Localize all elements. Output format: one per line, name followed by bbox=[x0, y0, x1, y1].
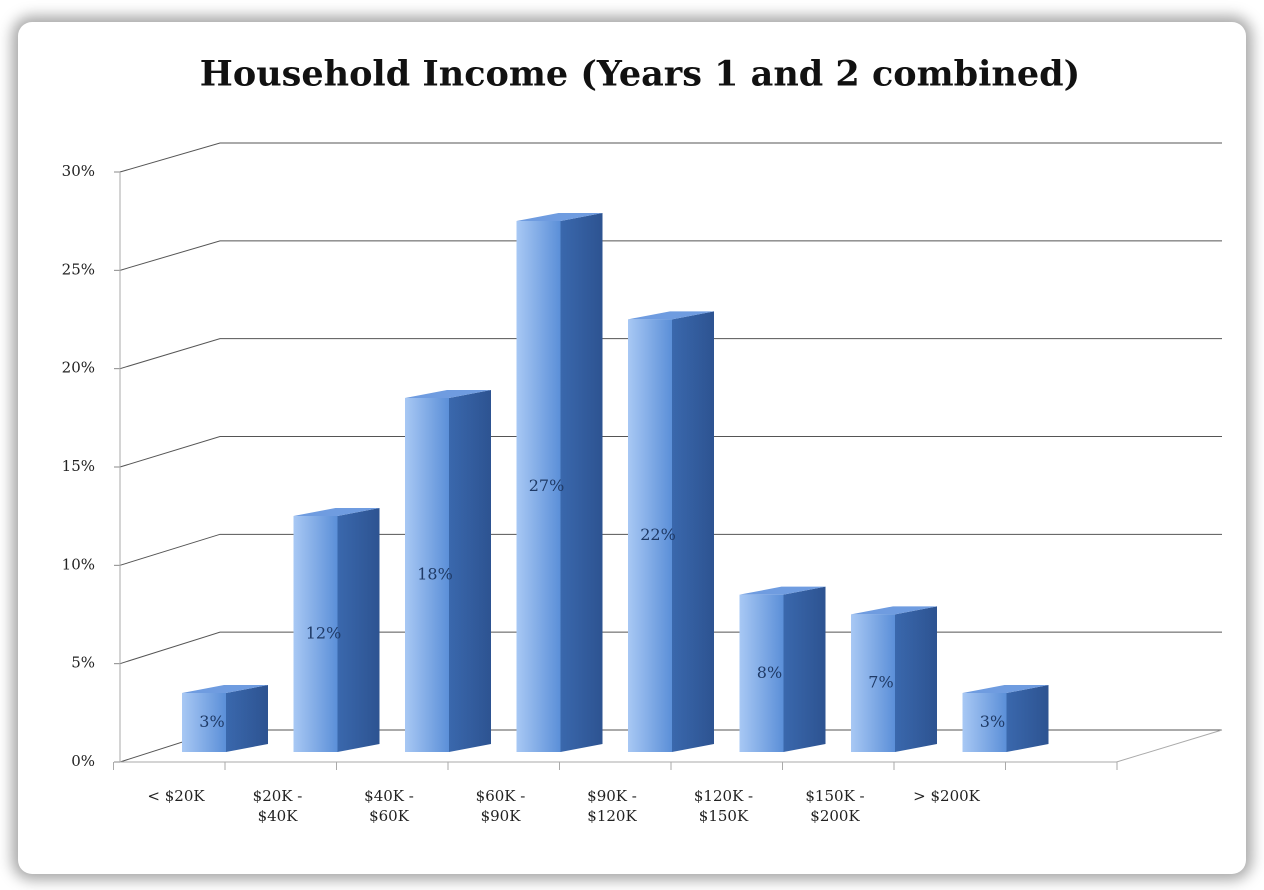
y-tick-label: 0% bbox=[71, 752, 95, 770]
bar-side bbox=[783, 586, 826, 752]
x-tick-label: $150K - $200K bbox=[805, 787, 865, 825]
grid-line bbox=[119, 436, 1222, 468]
bar-top bbox=[628, 311, 714, 320]
grid-line bbox=[119, 142, 1222, 173]
value-label: 3% bbox=[980, 712, 1005, 731]
value-label: 3% bbox=[199, 712, 224, 731]
x-tick-label: $60K - $90K bbox=[475, 787, 526, 825]
bar-side bbox=[672, 311, 714, 752]
bar-side bbox=[560, 213, 603, 752]
bar bbox=[516, 221, 561, 752]
bar-group bbox=[405, 390, 491, 752]
y-tick-label: 10% bbox=[62, 555, 95, 573]
chart-title: Household Income (Years 1 and 2 combined… bbox=[200, 54, 1080, 95]
grid-line bbox=[119, 533, 1222, 566]
grid-line bbox=[119, 240, 1222, 271]
bar bbox=[293, 516, 338, 752]
grid-line bbox=[119, 338, 1222, 370]
bar-side bbox=[449, 390, 491, 752]
bar-top bbox=[516, 213, 603, 221]
bar-side bbox=[895, 606, 937, 752]
bar-top bbox=[405, 390, 491, 398]
x-tick-label: $90K - $120K bbox=[587, 787, 637, 825]
x-tick-label: $20K - $40K bbox=[252, 787, 303, 825]
bar bbox=[628, 319, 672, 752]
x-tick-label: $120K - $150K bbox=[693, 787, 754, 825]
bar-side bbox=[337, 508, 380, 752]
x-tick-label: $40K - $60K bbox=[364, 787, 414, 825]
value-label: 8% bbox=[757, 663, 782, 682]
bar bbox=[182, 693, 226, 752]
bar bbox=[739, 594, 784, 752]
y-tick-label: 25% bbox=[62, 260, 95, 278]
bar-top bbox=[962, 685, 1049, 693]
bar-top bbox=[182, 685, 268, 693]
bar-group bbox=[962, 685, 1049, 752]
bar-side bbox=[226, 685, 268, 752]
bar-group bbox=[851, 606, 937, 752]
y-tick-label: 30% bbox=[62, 162, 95, 180]
y-tick-label: 5% bbox=[71, 654, 95, 672]
bar-group bbox=[182, 685, 268, 752]
bar bbox=[851, 614, 895, 752]
x-tick-label: > $200K bbox=[913, 787, 980, 805]
bar-group bbox=[628, 311, 714, 752]
y-tick-label: 15% bbox=[62, 457, 95, 475]
bar-group bbox=[516, 213, 603, 752]
bar-side bbox=[1006, 685, 1049, 752]
bar-group bbox=[293, 508, 380, 752]
bar-top bbox=[293, 508, 380, 516]
value-label: 18% bbox=[417, 565, 453, 584]
value-label: 27% bbox=[529, 476, 565, 495]
value-label: 7% bbox=[868, 673, 893, 692]
bar-top bbox=[851, 606, 937, 615]
y-tick-label: 20% bbox=[62, 359, 95, 377]
bar-top bbox=[739, 586, 826, 595]
value-label: 12% bbox=[306, 624, 342, 643]
bar-group bbox=[739, 586, 826, 752]
bar bbox=[962, 693, 1007, 752]
value-label: 22% bbox=[640, 525, 676, 544]
x-tick-label: < $20K bbox=[147, 787, 205, 805]
bar bbox=[405, 398, 449, 752]
